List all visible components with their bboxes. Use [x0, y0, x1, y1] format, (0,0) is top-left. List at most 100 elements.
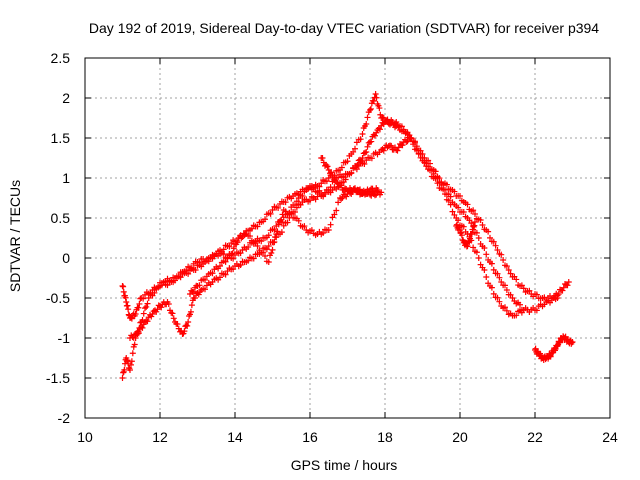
data-point [447, 193, 454, 200]
data-point [547, 353, 554, 360]
data-point [293, 204, 300, 211]
x-axis-label: GPS time / hours [291, 457, 398, 473]
data-point [299, 192, 306, 199]
data-point [329, 172, 336, 179]
data-point [364, 143, 371, 150]
data-point [130, 334, 137, 341]
data-point [490, 266, 497, 273]
data-point [427, 167, 433, 174]
data-point [185, 319, 192, 325]
data-point [403, 139, 410, 146]
data-point [267, 210, 274, 217]
data-point [325, 227, 332, 233]
axis-ticks: 10 12 14 16 18 20 22 24 -2 -1.5 -1 -0.5 0 0.5 1 1.5 2 2.5 [46, 50, 618, 445]
data-point [323, 162, 330, 169]
data-point [120, 288, 127, 295]
data-point [505, 267, 512, 273]
data-point [475, 235, 482, 241]
data-point [503, 263, 510, 270]
data-point [361, 160, 368, 167]
data-point [370, 98, 377, 105]
data-point [237, 250, 244, 257]
data-point [496, 298, 503, 305]
data-point [124, 357, 131, 364]
data-point [168, 278, 175, 285]
y-tick-label: 0 [62, 250, 70, 266]
data-point [445, 197, 452, 204]
data-point [520, 285, 527, 292]
y-tick-label: 1.5 [51, 130, 71, 146]
data-point [254, 223, 261, 230]
data-point [119, 283, 126, 289]
data-point [408, 135, 415, 141]
data-point [487, 234, 493, 241]
data-point [183, 267, 190, 273]
data-point [467, 235, 473, 242]
data-point [412, 139, 418, 146]
data-point [393, 119, 400, 126]
data-point [128, 315, 135, 322]
data-point [365, 189, 372, 196]
data-point [190, 288, 197, 295]
data-point [202, 276, 208, 283]
data-point [252, 239, 259, 246]
data-point [134, 331, 141, 337]
data-point [455, 204, 462, 211]
data-point [196, 259, 203, 266]
x-tick-label: 10 [77, 429, 93, 445]
data-point [229, 250, 236, 257]
data-point [129, 350, 136, 357]
data-point [399, 142, 406, 149]
data-point [195, 291, 202, 298]
data-point [490, 238, 497, 245]
data-point [350, 148, 357, 155]
data-point [245, 257, 252, 264]
data-point [404, 138, 411, 145]
data-point [449, 208, 456, 215]
chart-title: Day 192 of 2019, Sidereal Day-to-day VTE… [89, 20, 599, 36]
data-point [419, 155, 426, 161]
data-point [526, 287, 533, 294]
data-point [460, 223, 467, 230]
data-point [569, 339, 576, 345]
data-point [470, 244, 477, 251]
data-point [368, 155, 375, 162]
data-point [192, 295, 198, 302]
data-point [234, 239, 241, 246]
data-point [224, 255, 231, 262]
data-point [228, 251, 235, 257]
data-point [555, 290, 562, 297]
data-point [271, 226, 278, 233]
data-point [338, 195, 345, 202]
data-point [473, 249, 480, 256]
data-point [275, 221, 282, 228]
data-point [250, 255, 257, 262]
data-point [292, 208, 298, 215]
data-point [270, 239, 277, 246]
data-point [260, 249, 267, 256]
data-point [278, 216, 285, 223]
data-point [301, 188, 308, 195]
data-point [174, 321, 181, 328]
data-point [230, 266, 237, 273]
data-point [275, 204, 282, 211]
data-point [372, 132, 378, 139]
data-point [432, 168, 439, 175]
data-point [517, 301, 523, 308]
data-point [483, 251, 490, 258]
data-point [127, 361, 134, 368]
data-point [470, 207, 477, 214]
data-point [494, 294, 501, 301]
data-point [188, 302, 195, 309]
data-point [359, 155, 366, 161]
data-point [466, 238, 473, 245]
data-point [507, 270, 514, 277]
data-point [127, 367, 133, 373]
data-point [268, 250, 275, 257]
data-point [533, 291, 540, 298]
data-point [468, 230, 475, 237]
data-points [119, 91, 576, 381]
data-point [233, 238, 240, 245]
data-point [217, 274, 223, 281]
data-point [513, 312, 520, 319]
